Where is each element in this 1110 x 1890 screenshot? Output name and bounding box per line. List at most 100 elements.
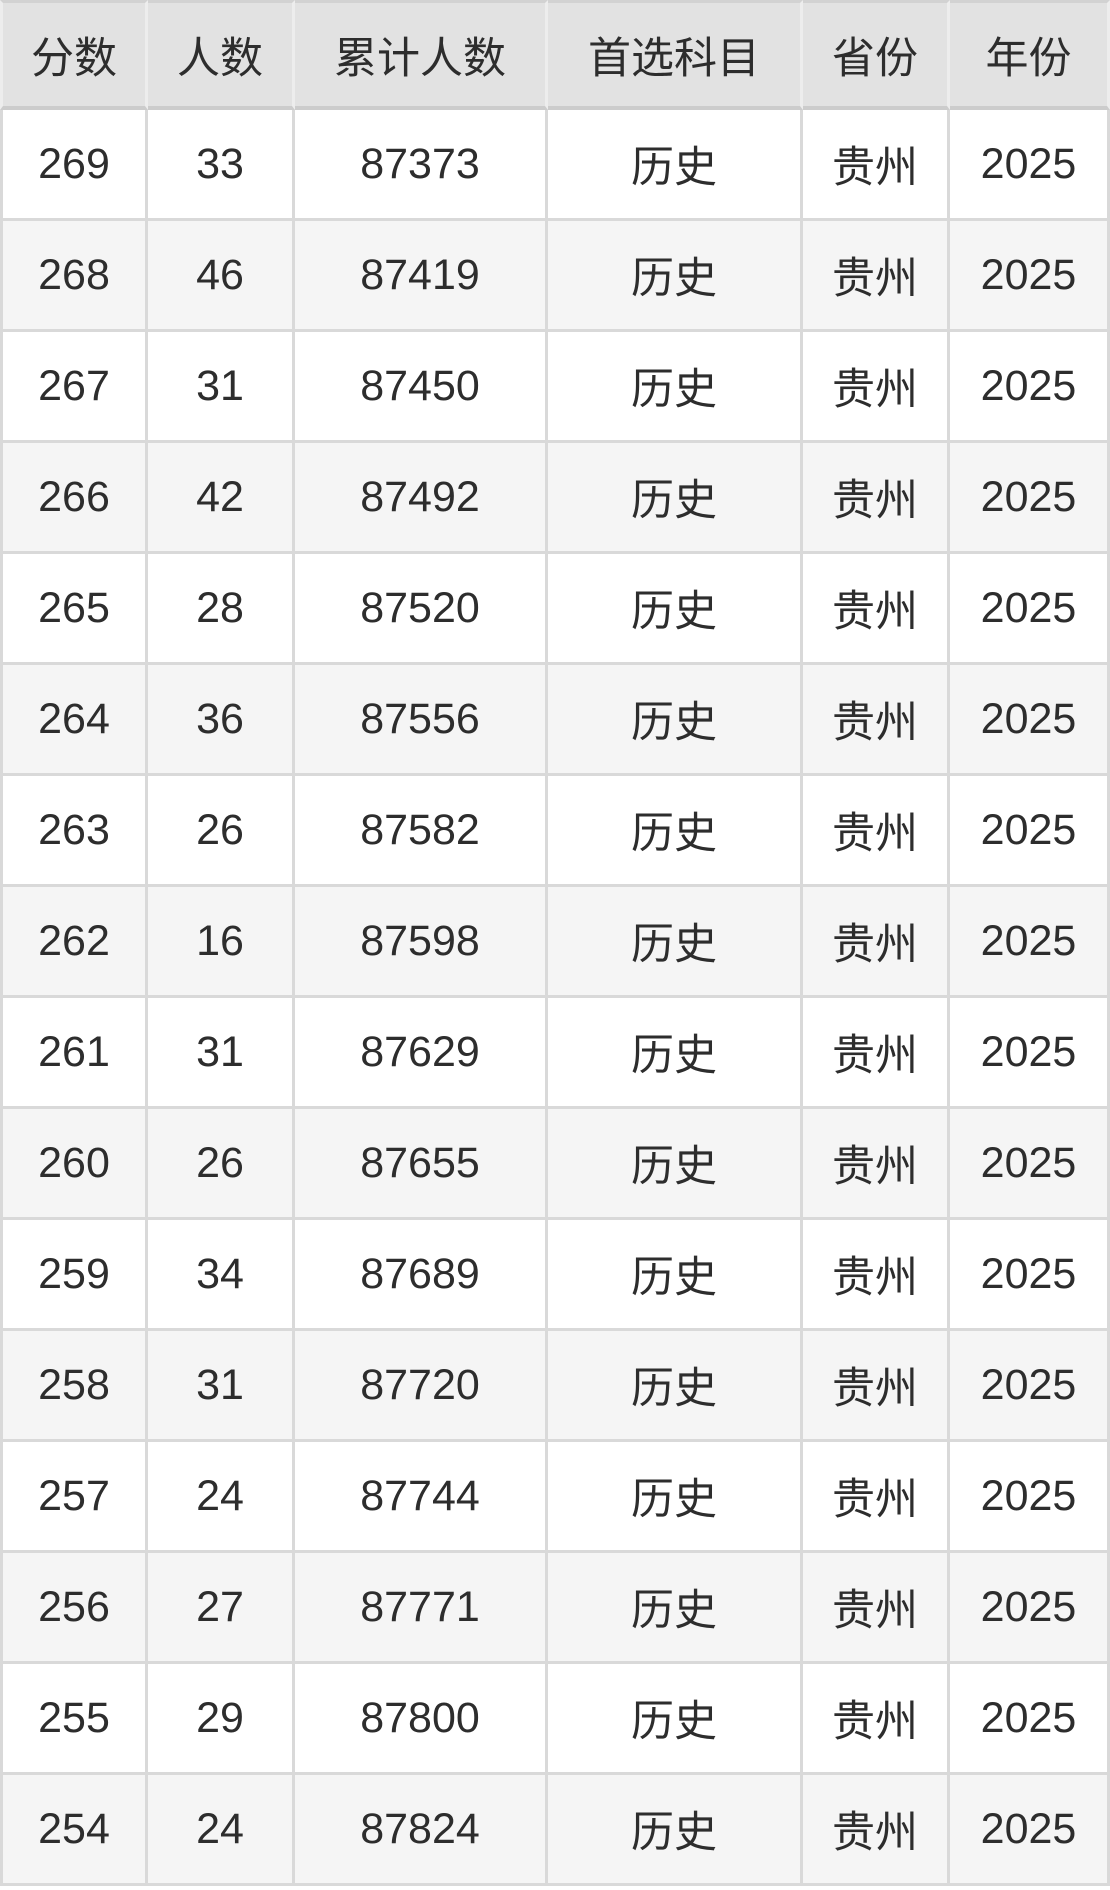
table-cell: 2025 <box>950 443 1110 554</box>
table-cell: 46 <box>148 221 295 332</box>
table-cell: 24 <box>148 1775 295 1886</box>
table-cell: 贵州 <box>803 221 950 332</box>
column-header: 首选科目 <box>548 0 803 110</box>
table-cell: 28 <box>148 554 295 665</box>
table-cell: 2025 <box>950 1664 1110 1775</box>
table-cell: 贵州 <box>803 1220 950 1331</box>
table-cell: 31 <box>148 332 295 443</box>
table-cell: 历史 <box>548 998 803 1109</box>
table-cell: 87744 <box>295 1442 548 1553</box>
table-cell: 87800 <box>295 1664 548 1775</box>
table-cell: 历史 <box>548 665 803 776</box>
table-cell: 历史 <box>548 110 803 221</box>
table-cell: 2025 <box>950 1442 1110 1553</box>
table-cell: 257 <box>0 1442 148 1553</box>
table-cell: 42 <box>148 443 295 554</box>
table-cell: 2025 <box>950 887 1110 998</box>
table-row: 260 26 87655 历史 贵州 2025 <box>0 1109 1110 1220</box>
table-cell: 2025 <box>950 554 1110 665</box>
table-cell: 87720 <box>295 1331 548 1442</box>
table-row: 254 24 87824 历史 贵州 2025 <box>0 1775 1110 1886</box>
table-cell: 贵州 <box>803 1109 950 1220</box>
table-row: 262 16 87598 历史 贵州 2025 <box>0 887 1110 998</box>
table-cell: 历史 <box>548 554 803 665</box>
table-cell: 87419 <box>295 221 548 332</box>
table-cell: 268 <box>0 221 148 332</box>
table-cell: 267 <box>0 332 148 443</box>
table-cell: 265 <box>0 554 148 665</box>
table-cell: 历史 <box>548 776 803 887</box>
table-cell: 贵州 <box>803 332 950 443</box>
table-row: 267 31 87450 历史 贵州 2025 <box>0 332 1110 443</box>
table-cell: 历史 <box>548 443 803 554</box>
header-row: 分数 人数 累计人数 首选科目 省份 年份 <box>0 0 1110 110</box>
table-cell: 27 <box>148 1553 295 1664</box>
table-cell: 29 <box>148 1664 295 1775</box>
table-cell: 255 <box>0 1664 148 1775</box>
table-cell: 33 <box>148 110 295 221</box>
table-cell: 贵州 <box>803 665 950 776</box>
table-cell: 历史 <box>548 221 803 332</box>
table-cell: 36 <box>148 665 295 776</box>
table-cell: 26 <box>148 1109 295 1220</box>
table-cell: 2025 <box>950 1775 1110 1886</box>
table-cell: 历史 <box>548 1331 803 1442</box>
table-row: 269 33 87373 历史 贵州 2025 <box>0 110 1110 221</box>
table-cell: 256 <box>0 1553 148 1664</box>
table-cell: 历史 <box>548 1220 803 1331</box>
table-cell: 87520 <box>295 554 548 665</box>
table-cell: 31 <box>148 998 295 1109</box>
column-header: 累计人数 <box>295 0 548 110</box>
table-cell: 贵州 <box>803 1775 950 1886</box>
table-cell: 历史 <box>548 1775 803 1886</box>
table-cell: 261 <box>0 998 148 1109</box>
column-header: 年份 <box>950 0 1110 110</box>
table-row: 255 29 87800 历史 贵州 2025 <box>0 1664 1110 1775</box>
table-cell: 259 <box>0 1220 148 1331</box>
table-cell: 87492 <box>295 443 548 554</box>
table-cell: 263 <box>0 776 148 887</box>
table-cell: 2025 <box>950 1331 1110 1442</box>
column-header: 省份 <box>803 0 950 110</box>
table-cell: 269 <box>0 110 148 221</box>
table-cell: 260 <box>0 1109 148 1220</box>
table-cell: 历史 <box>548 1664 803 1775</box>
column-header: 分数 <box>0 0 148 110</box>
table-cell: 87450 <box>295 332 548 443</box>
table-cell: 87771 <box>295 1553 548 1664</box>
table-cell: 266 <box>0 443 148 554</box>
table-cell: 31 <box>148 1331 295 1442</box>
table-cell: 2025 <box>950 665 1110 776</box>
table-row: 257 24 87744 历史 贵州 2025 <box>0 1442 1110 1553</box>
table-cell: 87373 <box>295 110 548 221</box>
table-row: 259 34 87689 历史 贵州 2025 <box>0 1220 1110 1331</box>
table-cell: 历史 <box>548 887 803 998</box>
table-cell: 87629 <box>295 998 548 1109</box>
table-cell: 2025 <box>950 776 1110 887</box>
table-cell: 87556 <box>295 665 548 776</box>
table-row: 268 46 87419 历史 贵州 2025 <box>0 221 1110 332</box>
table-cell: 34 <box>148 1220 295 1331</box>
table-cell: 87689 <box>295 1220 548 1331</box>
table-cell: 贵州 <box>803 998 950 1109</box>
table-row: 256 27 87771 历史 贵州 2025 <box>0 1553 1110 1664</box>
table-cell: 贵州 <box>803 1331 950 1442</box>
table-cell: 87824 <box>295 1775 548 1886</box>
table-cell: 2025 <box>950 998 1110 1109</box>
table-cell: 历史 <box>548 1442 803 1553</box>
table-cell: 历史 <box>548 1109 803 1220</box>
table-cell: 贵州 <box>803 554 950 665</box>
table-cell: 264 <box>0 665 148 776</box>
table-cell: 24 <box>148 1442 295 1553</box>
table-row: 265 28 87520 历史 贵州 2025 <box>0 554 1110 665</box>
table-cell: 2025 <box>950 1109 1110 1220</box>
table-cell: 历史 <box>548 332 803 443</box>
table-cell: 16 <box>148 887 295 998</box>
table-cell: 258 <box>0 1331 148 1442</box>
table-cell: 历史 <box>548 1553 803 1664</box>
table-cell: 贵州 <box>803 887 950 998</box>
table-cell: 87655 <box>295 1109 548 1220</box>
table-row: 261 31 87629 历史 贵州 2025 <box>0 998 1110 1109</box>
table-row: 263 26 87582 历史 贵州 2025 <box>0 776 1110 887</box>
